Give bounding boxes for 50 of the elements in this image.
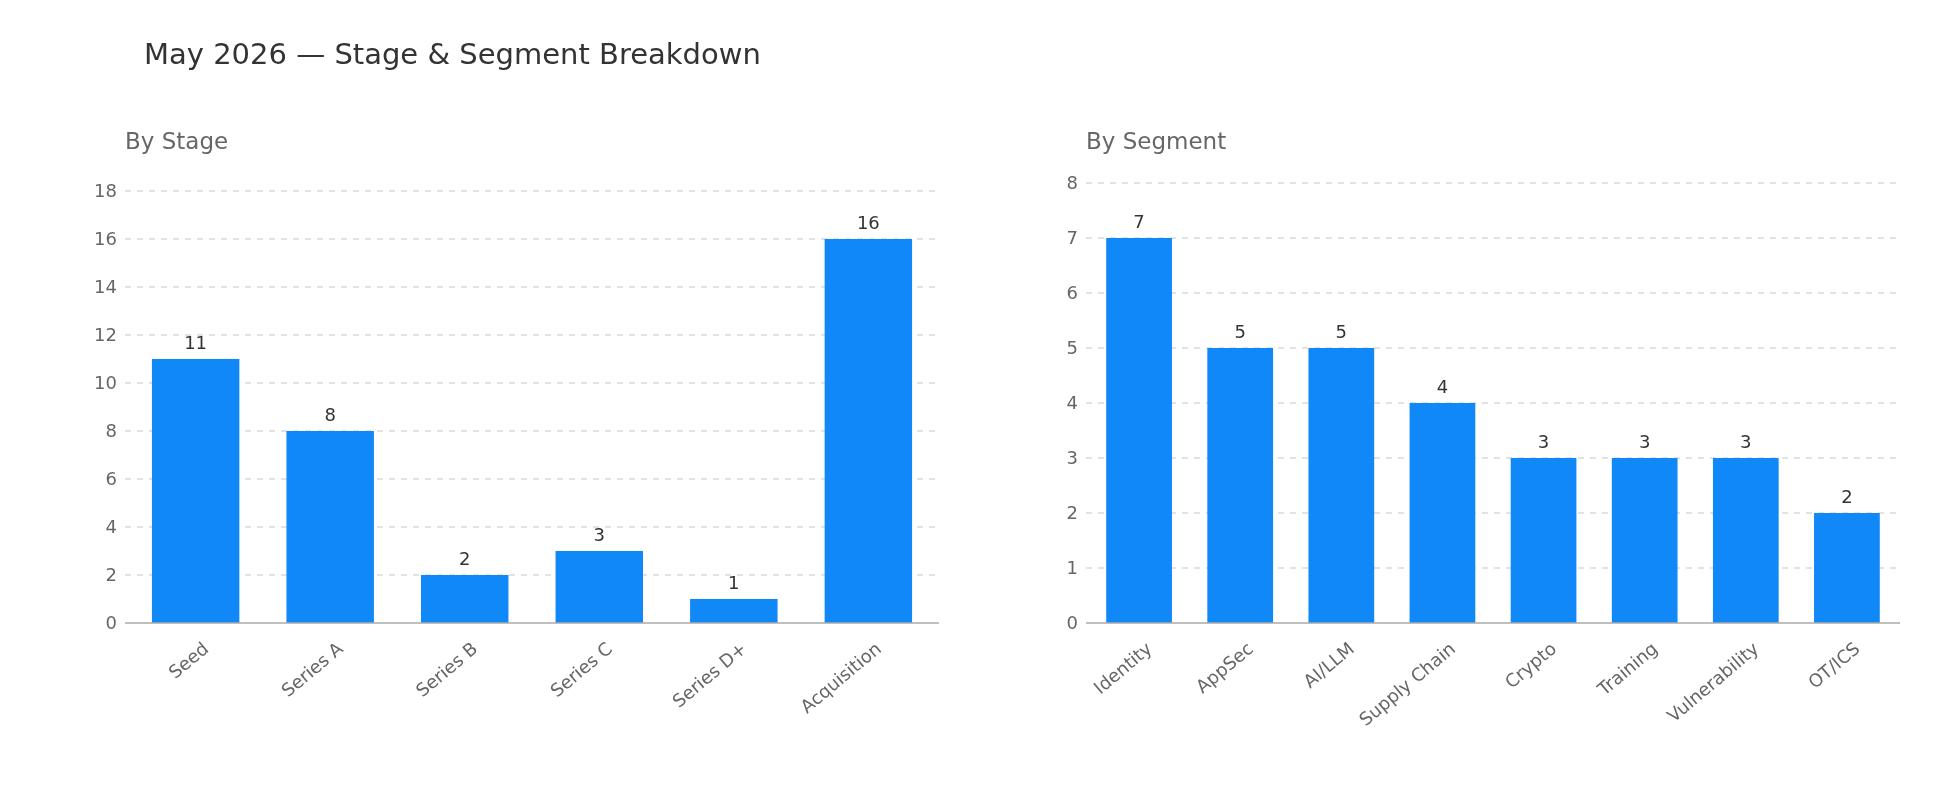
y-tick-label: 7: [1066, 227, 1078, 249]
bar: [151, 359, 240, 623]
data-label: 7: [1133, 211, 1145, 232]
bar: [1712, 458, 1779, 623]
bar: [1814, 513, 1880, 623]
data-label: 3: [1638, 431, 1651, 452]
y-tick-label: 4: [105, 516, 117, 538]
bar: [286, 431, 374, 623]
data-label: 4: [1436, 376, 1449, 397]
y-tick-label: 10: [94, 372, 117, 394]
y-tick-label: 6: [1066, 282, 1078, 304]
data-label: 16: [856, 212, 880, 233]
y-tick-label: 0: [105, 612, 117, 634]
bar: [555, 551, 643, 623]
y-tick-label: 6: [105, 468, 117, 490]
y-tick-label: 2: [105, 564, 117, 586]
data-label: 3: [1537, 431, 1550, 452]
data-label: 3: [593, 524, 605, 545]
bar: [1510, 458, 1577, 623]
bar: [1409, 403, 1476, 623]
data-label: 1: [728, 572, 740, 593]
y-tick-label: 1: [1066, 557, 1078, 579]
data-label: 11: [184, 332, 208, 353]
bar: [1207, 348, 1274, 623]
bar: [824, 239, 913, 623]
y-tick-label: 18: [94, 180, 117, 202]
bar: [1106, 238, 1172, 623]
data-label: 2: [459, 548, 471, 569]
bar: [690, 599, 778, 623]
y-tick-label: 0: [1066, 612, 1078, 634]
y-tick-label: 4: [1066, 392, 1078, 414]
y-tick-label: 3: [1066, 447, 1078, 469]
y-tick-label: 8: [105, 420, 117, 442]
bar: [1308, 348, 1375, 623]
data-label: 5: [1234, 321, 1246, 342]
data-label: 5: [1335, 321, 1348, 342]
y-tick-label: 12: [94, 324, 117, 346]
chart-title: May 2026 — Stage & Segment Breakdown: [144, 37, 761, 72]
y-tick-label: 8: [1066, 172, 1078, 194]
y-tick-label: 16: [94, 228, 117, 250]
chart-subtitle: By Stage: [125, 128, 229, 155]
bar: [421, 575, 509, 623]
y-tick-label: 5: [1066, 337, 1078, 359]
data-label: 8: [324, 404, 336, 425]
bar: [1611, 458, 1678, 623]
y-tick-label: 2: [1066, 502, 1078, 524]
y-tick-label: 14: [94, 276, 117, 298]
chart-subtitle: By Segment: [1086, 128, 1227, 155]
data-label: 2: [1841, 486, 1853, 507]
data-label: 3: [1740, 431, 1752, 452]
